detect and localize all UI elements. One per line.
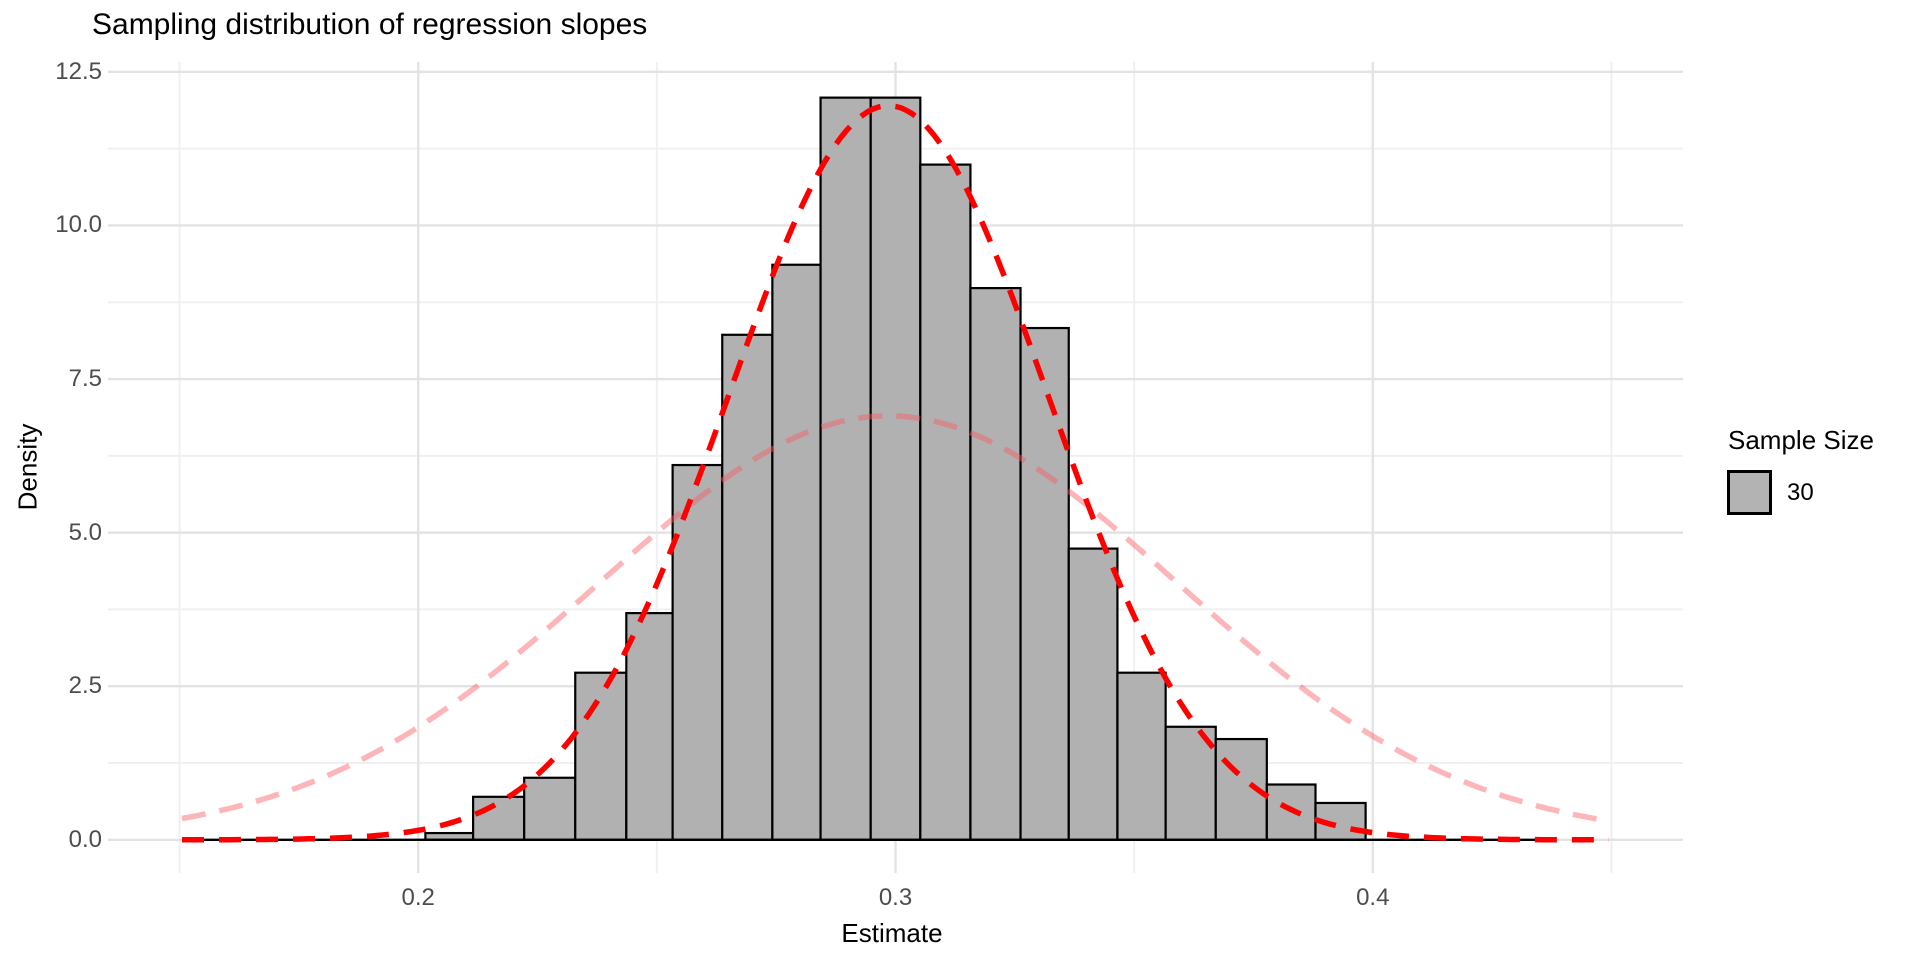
histogram-bar (671, 463, 724, 841)
y-tick-label: 2.5 (68, 672, 102, 700)
plot-panel (108, 62, 1683, 873)
legend-item: 30 (1727, 470, 1874, 515)
y-tick-label: 0.0 (68, 825, 102, 853)
legend-key-swatch (1727, 470, 1772, 515)
x-tick-label: 0.2 (401, 884, 435, 911)
histogram-bar (919, 163, 972, 841)
y-tick-label: 7.5 (68, 365, 102, 393)
histogram-bar (472, 795, 526, 841)
y-axis-title: Density (12, 423, 43, 511)
legend-title: Sample Size (1728, 425, 1874, 455)
histogram-bar (1019, 326, 1070, 841)
histogram-bar (574, 671, 628, 841)
histogram-bar (721, 333, 774, 841)
x-axis-title: Estimate (841, 918, 943, 948)
histogram-bar (1116, 671, 1167, 841)
legend: Sample Size 30 (1710, 425, 1874, 515)
normal-fit-n30-curve (182, 102, 1609, 843)
x-tick-label: 0.4 (1356, 884, 1390, 911)
histogram-bar (869, 96, 922, 841)
histogram-bar (771, 263, 822, 841)
y-tick-label: 10.0 (55, 211, 102, 239)
y-tick-label: 12.5 (55, 57, 102, 85)
wide-normal-reference-curve (181, 413, 1610, 824)
x-tick-label: 0.3 (878, 884, 913, 911)
histogram-bar (523, 776, 577, 841)
histogram-bar (1067, 547, 1119, 841)
y-tick-label: 5.0 (68, 518, 102, 546)
histogram-bar (625, 612, 674, 841)
histogram-bar (819, 96, 872, 841)
legend-item-label: 30 (1787, 478, 1814, 506)
histogram-bar (969, 286, 1022, 841)
plot-title: Sampling distribution of regression slop… (92, 8, 648, 41)
